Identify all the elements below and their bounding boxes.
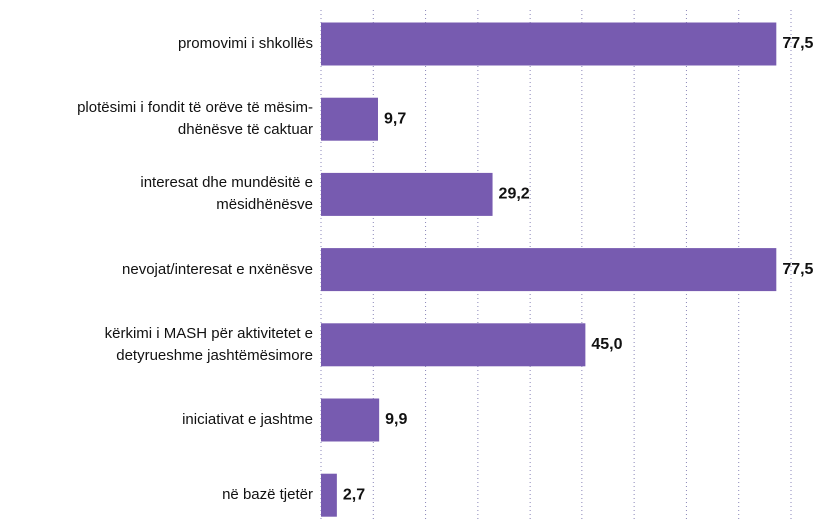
category-label: në bazë tjetër — [222, 486, 313, 504]
value-label: 77,5 — [782, 261, 813, 278]
category-label: interesat dhe mundësitë e mësidhënësve — [140, 174, 313, 214]
value-label: 9,7 — [384, 110, 406, 127]
value-label: 77,5 — [782, 35, 813, 52]
value-label: 45,0 — [591, 336, 622, 353]
bar — [321, 22, 777, 66]
bar — [321, 172, 493, 216]
category-label: kërkimi i MASH për aktivitetet e detyrue… — [104, 324, 313, 364]
bar — [321, 398, 380, 442]
bar — [321, 473, 337, 517]
category-label: plotësimi i fondit të orëve të mësim- dh… — [77, 99, 313, 139]
bar — [321, 323, 586, 367]
value-label: 29,2 — [499, 186, 530, 203]
category-label: nevojat/interesat e nxënësve — [122, 260, 313, 278]
category-label: iniciativat e jashtme — [182, 411, 313, 428]
bar — [321, 97, 378, 141]
value-label: 9,9 — [385, 411, 407, 428]
value-label: 2,7 — [343, 486, 365, 503]
category-label: promovimi i shkollës — [177, 35, 313, 52]
bar — [321, 248, 777, 292]
